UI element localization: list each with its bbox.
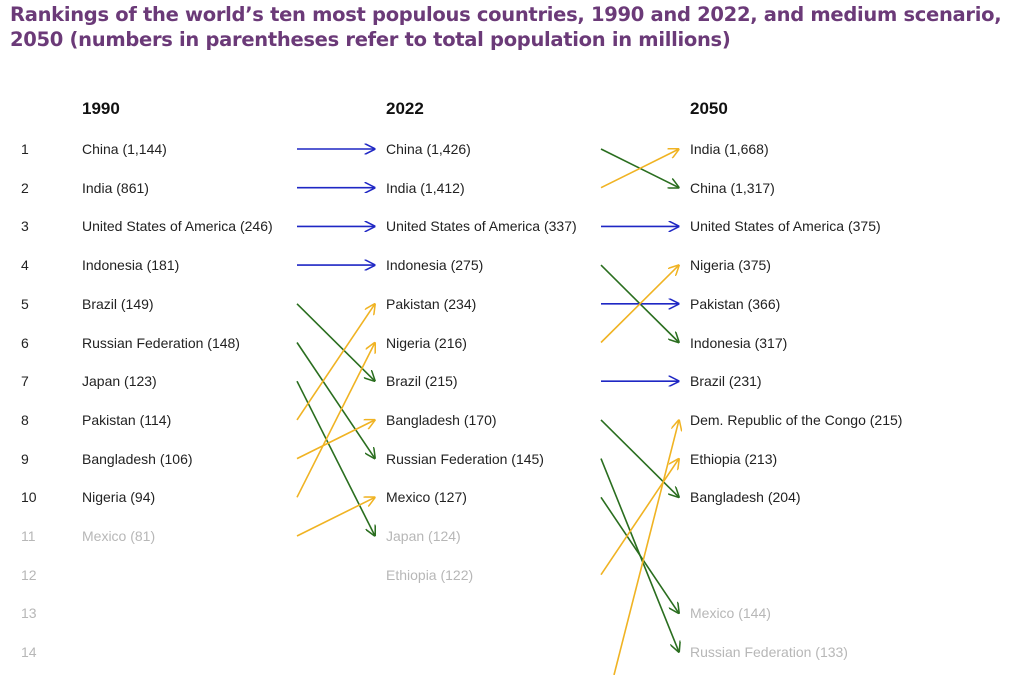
rank-change-arrow-up [613, 420, 679, 675]
rank-number: 11 [21, 528, 36, 544]
rank-number: 2 [21, 179, 29, 196]
country-label: India (1,668) [690, 141, 769, 157]
rank-change-arrow-up [600, 459, 679, 576]
rank-number: 9 [21, 450, 29, 467]
country-label: Pakistan (234) [386, 295, 477, 312]
rank-number: 3 [21, 218, 29, 235]
rank-change-arrow-down [600, 496, 679, 613]
rank-change-arrow-up [600, 149, 679, 189]
rank-number: 4 [21, 257, 29, 274]
country-label: India (1,412) [386, 179, 465, 196]
rank-number: 1 [21, 141, 29, 157]
country-label: Pakistan (114) [82, 411, 172, 428]
column-header-2050: 2050 [690, 99, 728, 118]
rank-change-arrow-up [296, 497, 375, 537]
country-label: Russian Federation (133) [690, 644, 848, 661]
country-label: Bangladesh (106) [82, 450, 193, 467]
rank-number: 13 [21, 605, 37, 622]
country-label: Indonesia (181) [82, 257, 180, 274]
country-label: Brazil (149) [82, 295, 154, 312]
rank-change-arrow-up [296, 304, 375, 421]
country-label: Mexico (127) [386, 489, 467, 506]
column-header-1990: 1990 [82, 99, 120, 118]
rank-number: 12 [21, 566, 37, 583]
country-label: Bangladesh (170) [386, 411, 497, 428]
country-label: United States of America (337) [386, 218, 577, 235]
country-label: Mexico (144) [690, 605, 771, 622]
rank-change-arrow-up [296, 420, 375, 460]
country-label: Japan (123) [82, 373, 157, 390]
country-label: Ethiopia (213) [690, 450, 778, 467]
country-label: Indonesia (317) [690, 334, 788, 351]
country-label: Japan (124) [386, 528, 461, 544]
country-label: China (1,317) [690, 179, 775, 196]
country-label: Ethiopia (122) [386, 566, 474, 583]
rank-change-arrow-up [600, 265, 679, 344]
country-label: United States of America (375) [690, 218, 881, 235]
rank-change-arrow-down [600, 419, 679, 497]
rank-change-arrow-up [296, 343, 375, 498]
country-label: Nigeria (216) [386, 334, 467, 351]
chart-title: Rankings of the world’s ten most populou… [10, 3, 1002, 51]
country-label: United States of America (246) [82, 218, 273, 235]
country-label: China (1,426) [386, 141, 471, 157]
country-label: China (1,144) [82, 141, 167, 157]
country-label: Russian Federation (145) [386, 450, 544, 467]
rank-change-arrow-down [296, 303, 375, 381]
rank-number: 10 [21, 489, 37, 506]
rank-change-arrow-down [296, 380, 375, 536]
country-label: India (861) [82, 179, 149, 196]
rank-number: 14 [21, 644, 37, 661]
country-label: Nigeria (94) [82, 489, 156, 506]
rank-change-arrow-down [296, 342, 375, 459]
rank-number: 6 [21, 334, 29, 351]
column-header-2022: 2022 [386, 99, 424, 118]
country-label: Dem. Republic of the Congo (215) [690, 411, 903, 428]
country-label: Nigeria (375) [690, 257, 771, 274]
rank-number: 8 [21, 411, 29, 428]
country-label: Mexico (81) [82, 528, 156, 544]
country-label: Brazil (231) [690, 373, 762, 390]
country-label: Pakistan (366) [690, 295, 781, 312]
rank-number: 7 [21, 373, 29, 390]
country-label: Indonesia (275) [386, 257, 484, 274]
country-label: Bangladesh (204) [690, 489, 801, 506]
country-label: Russian Federation (148) [82, 334, 240, 351]
rank-number: 5 [21, 295, 29, 312]
country-label: Brazil (215) [386, 373, 458, 390]
